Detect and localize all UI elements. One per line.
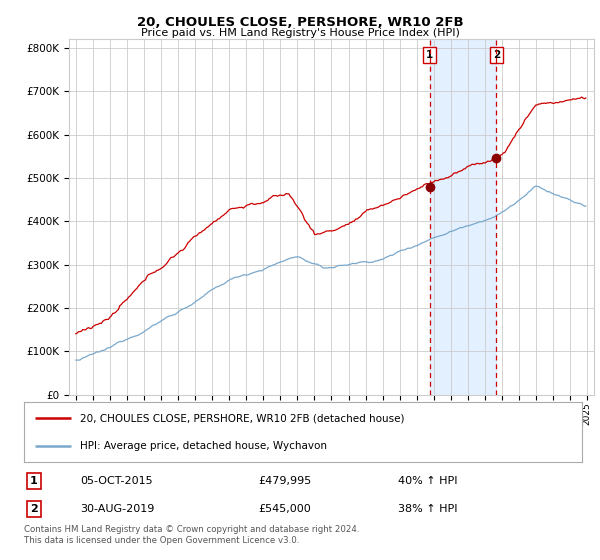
Text: 40% ↑ HPI: 40% ↑ HPI	[398, 476, 457, 486]
Bar	[430, 39, 496, 395]
Text: Price paid vs. HM Land Registry's House Price Index (HPI): Price paid vs. HM Land Registry's House …	[140, 28, 460, 38]
Text: 38% ↑ HPI: 38% ↑ HPI	[398, 504, 457, 514]
Text: £479,995: £479,995	[259, 476, 311, 486]
Text: HPI: Average price, detached house, Wychavon: HPI: Average price, detached house, Wych…	[80, 441, 327, 451]
Text: 05-OCT-2015: 05-OCT-2015	[80, 476, 152, 486]
Text: 1: 1	[426, 50, 433, 60]
Text: Contains HM Land Registry data © Crown copyright and database right 2024.
This d: Contains HM Land Registry data © Crown c…	[24, 525, 359, 545]
Text: 2: 2	[30, 504, 38, 514]
Text: 20, CHOULES CLOSE, PERSHORE, WR10 2FB: 20, CHOULES CLOSE, PERSHORE, WR10 2FB	[137, 16, 463, 29]
Text: £545,000: £545,000	[259, 504, 311, 514]
Text: 30-AUG-2019: 30-AUG-2019	[80, 504, 154, 514]
Text: 2: 2	[493, 50, 500, 60]
Text: 1: 1	[30, 476, 38, 486]
Text: 20, CHOULES CLOSE, PERSHORE, WR10 2FB (detached house): 20, CHOULES CLOSE, PERSHORE, WR10 2FB (d…	[80, 413, 404, 423]
